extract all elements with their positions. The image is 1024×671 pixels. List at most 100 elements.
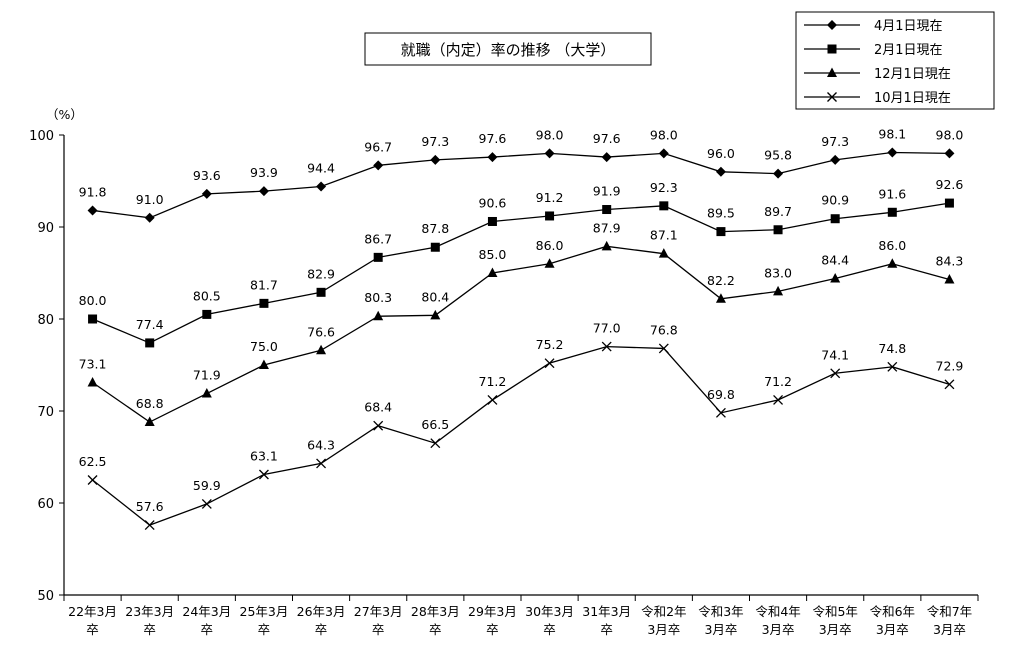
data-label: 71.9 [193, 368, 221, 383]
data-label: 91.2 [536, 190, 564, 205]
data-label: 71.2 [764, 374, 792, 389]
data-point [658, 343, 669, 354]
data-label: 86.0 [536, 238, 564, 253]
legend-label: 12月1日現在 [874, 67, 951, 82]
data-label: 82.9 [307, 266, 335, 281]
data-label: 95.8 [764, 148, 792, 163]
data-point [887, 258, 898, 268]
data-point [715, 166, 726, 177]
data-point [773, 225, 783, 235]
y-tick-label: 60 [37, 497, 54, 512]
data-label: 91.8 [79, 184, 107, 199]
legend-item: 4月1日現在 [804, 19, 943, 34]
data-point [715, 407, 726, 418]
legend-frame [795, 11, 995, 110]
legend-marker [827, 44, 837, 54]
data-label: 98.1 [878, 126, 906, 141]
data-point [487, 152, 498, 163]
data-point [658, 248, 669, 258]
data-point [715, 293, 726, 303]
data-point [316, 344, 327, 355]
data-label: 97.6 [479, 131, 507, 146]
x-tick-label: 令和3年 [698, 604, 743, 619]
x-tick-label: 卒 [486, 622, 499, 637]
series-line [92, 245, 950, 423]
data-point [259, 298, 269, 308]
data-point [544, 148, 555, 159]
data-label: 94.4 [307, 161, 335, 176]
chart-title-frame [364, 32, 652, 66]
data-point [373, 160, 384, 171]
legend-marker [827, 67, 837, 77]
x-tick-label: 3月卒 [647, 622, 680, 637]
y-tick-label: 50 [37, 589, 54, 604]
x-tick-label: 令和4年 [755, 604, 800, 619]
series-2: 80.0 77.4 80.5 81.7 82.9 86.7 87.8 90.6 91.2 91.9… [79, 177, 964, 348]
data-label: 83.0 [764, 265, 792, 280]
y-tick-label: 100 [29, 129, 54, 144]
data-point [144, 416, 155, 427]
data-point [830, 214, 840, 224]
data-point [373, 310, 384, 321]
data-label: 82.2 [707, 273, 735, 288]
data-label: 62.5 [79, 454, 107, 469]
legend-marker [827, 92, 837, 102]
data-label: 80.4 [421, 289, 449, 304]
data-label: 84.3 [936, 253, 964, 268]
data-point [430, 438, 441, 449]
data-label: 80.0 [79, 293, 107, 308]
legend-item: 2月1日現在 [804, 43, 943, 58]
data-label: 96.0 [707, 146, 735, 161]
data-point [430, 309, 441, 320]
data-point [830, 368, 841, 379]
data-point [201, 188, 212, 199]
x-tick-label: 25年3月 [240, 604, 289, 619]
data-point [944, 379, 955, 390]
data-point [430, 242, 440, 252]
data-label: 97.3 [821, 134, 849, 149]
x-tick-label: 令和7年 [927, 604, 972, 619]
data-point [373, 420, 384, 431]
data-label: 91.6 [878, 186, 906, 201]
data-label: 86.0 [878, 238, 906, 253]
data-point [830, 273, 841, 283]
x-tick-label: 28年3月 [411, 604, 460, 619]
data-point [145, 338, 155, 348]
legend-label: 4月1日現在 [874, 19, 943, 34]
data-point [601, 152, 612, 163]
data-label: 98.0 [650, 127, 678, 142]
x-tick-label: 令和6年 [870, 604, 915, 619]
data-label: 59.9 [193, 478, 221, 493]
x-tick-label: 22年3月 [68, 604, 117, 619]
data-point [87, 205, 98, 216]
x-tick-label: 卒 [258, 622, 271, 637]
data-label: 96.7 [364, 139, 392, 154]
data-label: 76.6 [307, 324, 335, 339]
x-tick-label: 23年3月 [125, 604, 174, 619]
data-label: 98.0 [536, 127, 564, 142]
data-label: 92.6 [936, 177, 964, 192]
data-label: 90.6 [479, 195, 507, 210]
series-3: 73.1 68.8 71.9 75.0 76.6 80.3 80.4 85.0 86.0 87.9… [79, 220, 964, 427]
data-label: 71.2 [479, 374, 507, 389]
data-point [487, 267, 498, 277]
data-point [316, 287, 326, 297]
data-point [887, 147, 898, 158]
x-tick-label: 卒 [543, 622, 556, 637]
data-point [144, 520, 155, 531]
y-tick-label: 90 [37, 221, 54, 236]
x-tick-label: 26年3月 [297, 604, 346, 619]
data-label: 87.9 [593, 220, 621, 235]
x-tick-label: 31年3月 [582, 604, 631, 619]
data-point [373, 252, 383, 262]
data-label: 69.8 [707, 387, 735, 402]
data-label: 77.4 [136, 317, 164, 332]
x-tick-label: 令和5年 [812, 604, 857, 619]
x-tick-label: 3月卒 [876, 622, 909, 637]
data-point [601, 341, 612, 352]
data-label: 86.7 [364, 231, 392, 246]
x-tick-label: 卒 [429, 622, 442, 637]
series-1: 91.8 91.0 93.6 93.9 94.4 96.7 97.3 97.6 98.0 97.6… [79, 126, 963, 223]
data-label: 91.9 [593, 184, 621, 199]
